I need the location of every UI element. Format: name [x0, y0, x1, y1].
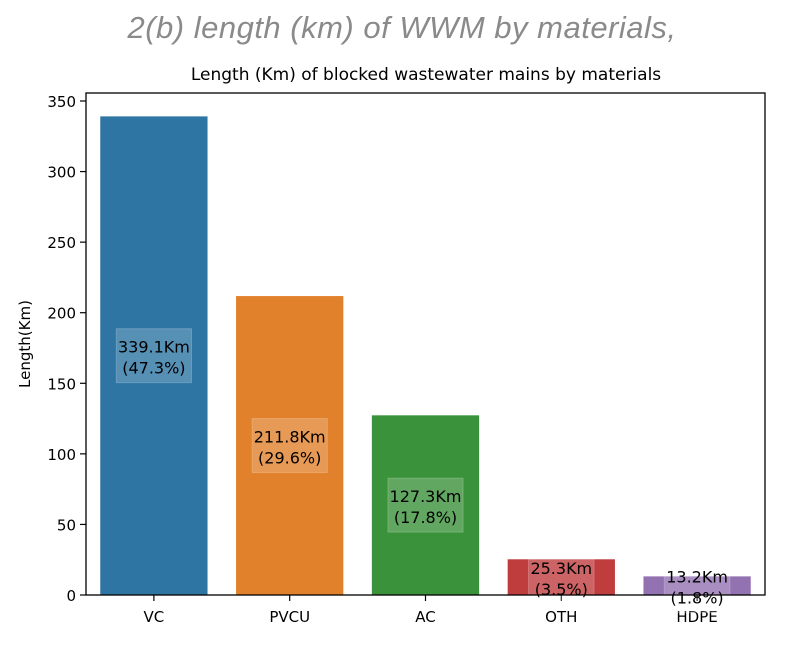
- document-heading: 2(b) length (km) of WWM by materials,: [127, 10, 677, 45]
- bar-ac: [371, 415, 480, 595]
- data-label-box: [663, 558, 731, 614]
- bar-hdpe: [643, 576, 751, 595]
- data-label-percent: (3.5%): [535, 580, 588, 599]
- y-tick-label: 50: [57, 516, 76, 534]
- y-tick-label: 150: [47, 375, 76, 393]
- data-label-percent: (17.8%): [394, 508, 457, 527]
- x-tick-label: OTH: [545, 608, 577, 626]
- x-tick-label: PVCU: [269, 608, 310, 626]
- data-label-percent: (29.6%): [258, 449, 321, 468]
- x-tick-label: AC: [415, 608, 435, 626]
- data-label-box: [251, 418, 328, 474]
- bar-oth: [507, 559, 615, 595]
- data-label-value: 13.2Km: [666, 568, 728, 587]
- x-tick-label: VC: [144, 608, 165, 626]
- data-label-box: [115, 328, 192, 384]
- data-label-value: 25.3Km: [530, 559, 592, 578]
- data-label-value: 339.1Km: [118, 338, 190, 357]
- plot-frame: [85, 92, 766, 596]
- x-tick-label: HDPE: [676, 608, 717, 626]
- y-tick-label: 200: [47, 305, 76, 323]
- bar-vc: [100, 116, 208, 595]
- bar-pvcu: [236, 296, 344, 595]
- data-label-percent: (1.8%): [671, 589, 724, 608]
- y-tick-label: 250: [47, 234, 76, 252]
- y-axis-label: Length(Km): [16, 300, 34, 388]
- data-label-value: 211.8Km: [254, 428, 326, 447]
- data-label-box: [387, 477, 464, 533]
- data-label-value: 127.3Km: [390, 487, 462, 506]
- y-tick-label: 350: [47, 93, 76, 111]
- y-tick-label: 100: [47, 446, 76, 464]
- y-tick-label: 0: [66, 587, 76, 605]
- chart-title: Length (Km) of blocked wastewater mains …: [191, 65, 661, 85]
- y-tick-label: 300: [47, 164, 76, 182]
- data-label-percent: (47.3%): [122, 359, 185, 378]
